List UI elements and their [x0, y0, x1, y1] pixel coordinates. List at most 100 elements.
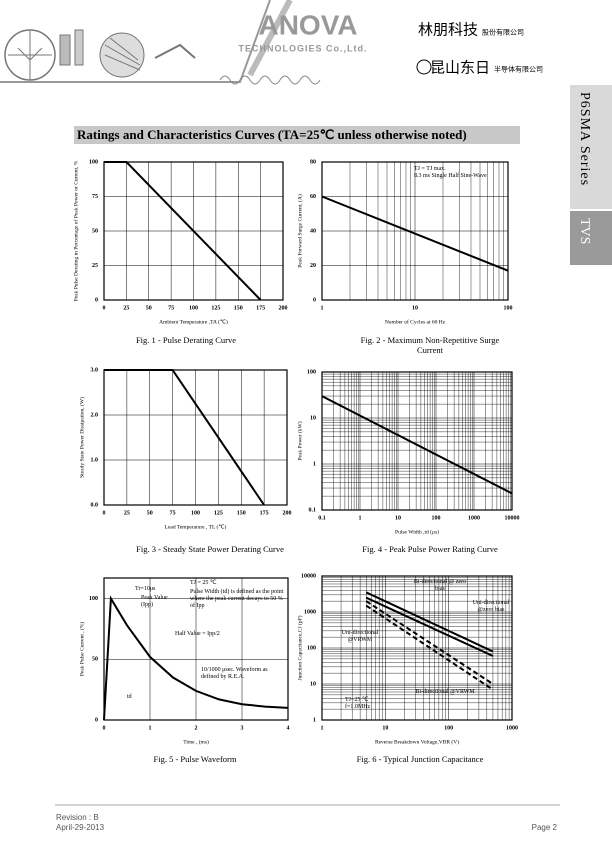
series-label: Uni-directional @VRWM	[341, 630, 379, 643]
logo-art	[0, 0, 321, 85]
y-tick-label: 1.0	[91, 457, 99, 463]
company: 昆山东日	[430, 59, 490, 76]
plot-frame	[321, 575, 513, 721]
x-axis-label: Reverse Breakdown Voltage,VBR (V)	[375, 738, 459, 745]
x-tick-label: 10	[412, 305, 418, 311]
x-tick-label: 150	[237, 510, 246, 516]
x-tick-label: 1000	[506, 725, 518, 731]
y-axis-label: Junction Capacitance,CJ (pF)	[296, 615, 303, 680]
y-tick-label: 50	[92, 228, 98, 234]
annotation: 10/1000 μsec. Waveform as defined by R.E…	[201, 667, 268, 680]
section-bar	[74, 126, 520, 144]
y-tick-label: 0.1	[309, 507, 317, 513]
plot-frame	[321, 371, 513, 511]
curve	[365, 596, 494, 657]
company: 林朋科技	[418, 21, 478, 38]
plot-frame	[103, 369, 288, 506]
caption: Fig. 1 - Pulse Derating Curve	[135, 335, 237, 345]
x-tick-label: 100	[432, 515, 441, 521]
x-tick-label: 125	[211, 305, 220, 311]
y-tick-label: 10	[310, 415, 316, 421]
curve	[321, 195, 509, 272]
caption: Fig. 5 - Pulse Waveform	[153, 754, 237, 764]
curve	[365, 600, 494, 685]
y-axis-label: Peak Pulse Derating in Percentage of Pea…	[72, 160, 79, 301]
y-axis-label: Peak Forward Surge Current, (A)	[296, 194, 303, 268]
x-tick-label: 2	[195, 725, 198, 731]
series-name: P6SMA Series	[577, 92, 592, 186]
x-tick-label: 0	[103, 305, 106, 311]
x-axis-label: Lead Temperature , TL (℃)	[165, 523, 227, 530]
x-tick-label: 175	[260, 510, 269, 516]
side-tab-dark	[570, 210, 612, 265]
x-tick-label: 4	[287, 725, 290, 731]
x-tick-label: 125	[214, 510, 223, 516]
y-axis-label: Steady State Power Dissipation, (W)	[78, 397, 85, 478]
y-tick-label: 80	[310, 159, 316, 165]
x-tick-label: 50	[146, 305, 152, 311]
y-tick-label: 20	[310, 263, 316, 269]
brand-sub: TECHNOLOGIES Co.,Ltd.	[239, 43, 368, 53]
brand: ANOVA	[258, 9, 357, 40]
series-label: Bi-directional @VRWM	[415, 689, 475, 695]
curve	[365, 591, 494, 653]
x-tick-label: 150	[234, 305, 243, 311]
y-tick-label: 100	[89, 159, 98, 165]
y-tick-label: 1	[313, 717, 316, 723]
y-tick-label: 2.0	[91, 412, 99, 418]
y-tick-label: 10	[310, 681, 316, 687]
x-tick-label: 100	[189, 305, 198, 311]
x-tick-label: 25	[123, 305, 129, 311]
y-tick-label: 100	[307, 369, 316, 375]
x-tick-label: 75	[170, 510, 176, 516]
y-tick-label: 75	[92, 194, 98, 200]
x-tick-label: 1	[359, 515, 362, 521]
plot-frame	[103, 161, 284, 301]
y-tick-label: 60	[310, 194, 316, 200]
x-tick-label: 1	[149, 725, 152, 731]
y-axis-label: Peak Pulse Current , (%)	[78, 622, 85, 677]
x-tick-label: 75	[168, 305, 174, 311]
x-tick-label: 0	[103, 510, 106, 516]
caption: Fig. 4 - Peak Pulse Power Rating Curve	[362, 544, 498, 554]
x-tick-label: 1	[321, 725, 324, 731]
curve	[104, 161, 262, 301]
x-tick-label: 100	[191, 510, 200, 516]
company-sub: 股份有限公司	[482, 28, 524, 37]
y-tick-label: 0	[95, 717, 98, 723]
annotation: Half Value = Ipp/2	[175, 631, 220, 637]
annotation: TJ = 25 ℃	[190, 580, 217, 586]
x-tick-label: 200	[279, 305, 288, 311]
x-tick-label: 0.1	[318, 515, 326, 521]
series-label: Bi-directional @ zero bias	[413, 579, 467, 592]
x-tick-label: 50	[147, 510, 153, 516]
y-axis-label: Peak Power (kW)	[296, 421, 303, 460]
x-axis-label: Pulse Width ,td (μs)	[395, 528, 439, 535]
x-tick-label: 10	[382, 725, 388, 731]
annotation: td	[127, 694, 132, 700]
x-tick-label: 10000	[505, 515, 520, 521]
x-tick-label: 100	[504, 305, 513, 311]
curve	[365, 604, 494, 691]
annotation: TJ=25 ℃ f=1.0MHz	[345, 697, 371, 710]
x-tick-label: 1	[321, 305, 324, 311]
x-axis-label: Ambient Temperature ,TA (℃)	[159, 318, 228, 325]
annotation: Peak Value (Ipp)	[141, 595, 168, 608]
company-sub: 半导体有限公司	[494, 65, 543, 74]
family-name: TVS	[577, 218, 592, 244]
x-tick-label: 10	[395, 515, 401, 521]
annotation: Tr=10μs	[135, 586, 156, 592]
y-tick-label: 40	[310, 228, 316, 234]
annotation: Pulse Width (td) is defined as the point…	[190, 589, 284, 609]
x-tick-label: 25	[124, 510, 130, 516]
x-tick-label: 3	[241, 725, 244, 731]
x-axis-label: Number of Cycles at 60 Hz	[385, 318, 446, 325]
y-tick-label: 50	[92, 657, 98, 663]
y-tick-label: 25	[92, 263, 98, 269]
x-tick-label: 0	[103, 725, 106, 731]
x-tick-label: 100	[444, 725, 453, 731]
plot-frame	[103, 577, 289, 721]
reg-mark	[416, 59, 432, 75]
curve	[104, 369, 265, 506]
